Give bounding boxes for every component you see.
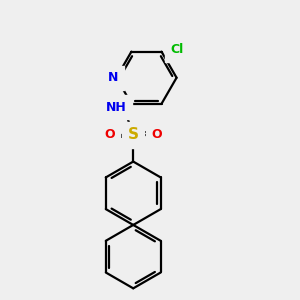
Text: NH: NH [106,101,127,114]
Text: S: S [128,127,139,142]
Text: O: O [152,128,162,141]
Text: O: O [104,128,115,141]
Text: Cl: Cl [171,43,184,56]
Text: N: N [108,71,119,84]
